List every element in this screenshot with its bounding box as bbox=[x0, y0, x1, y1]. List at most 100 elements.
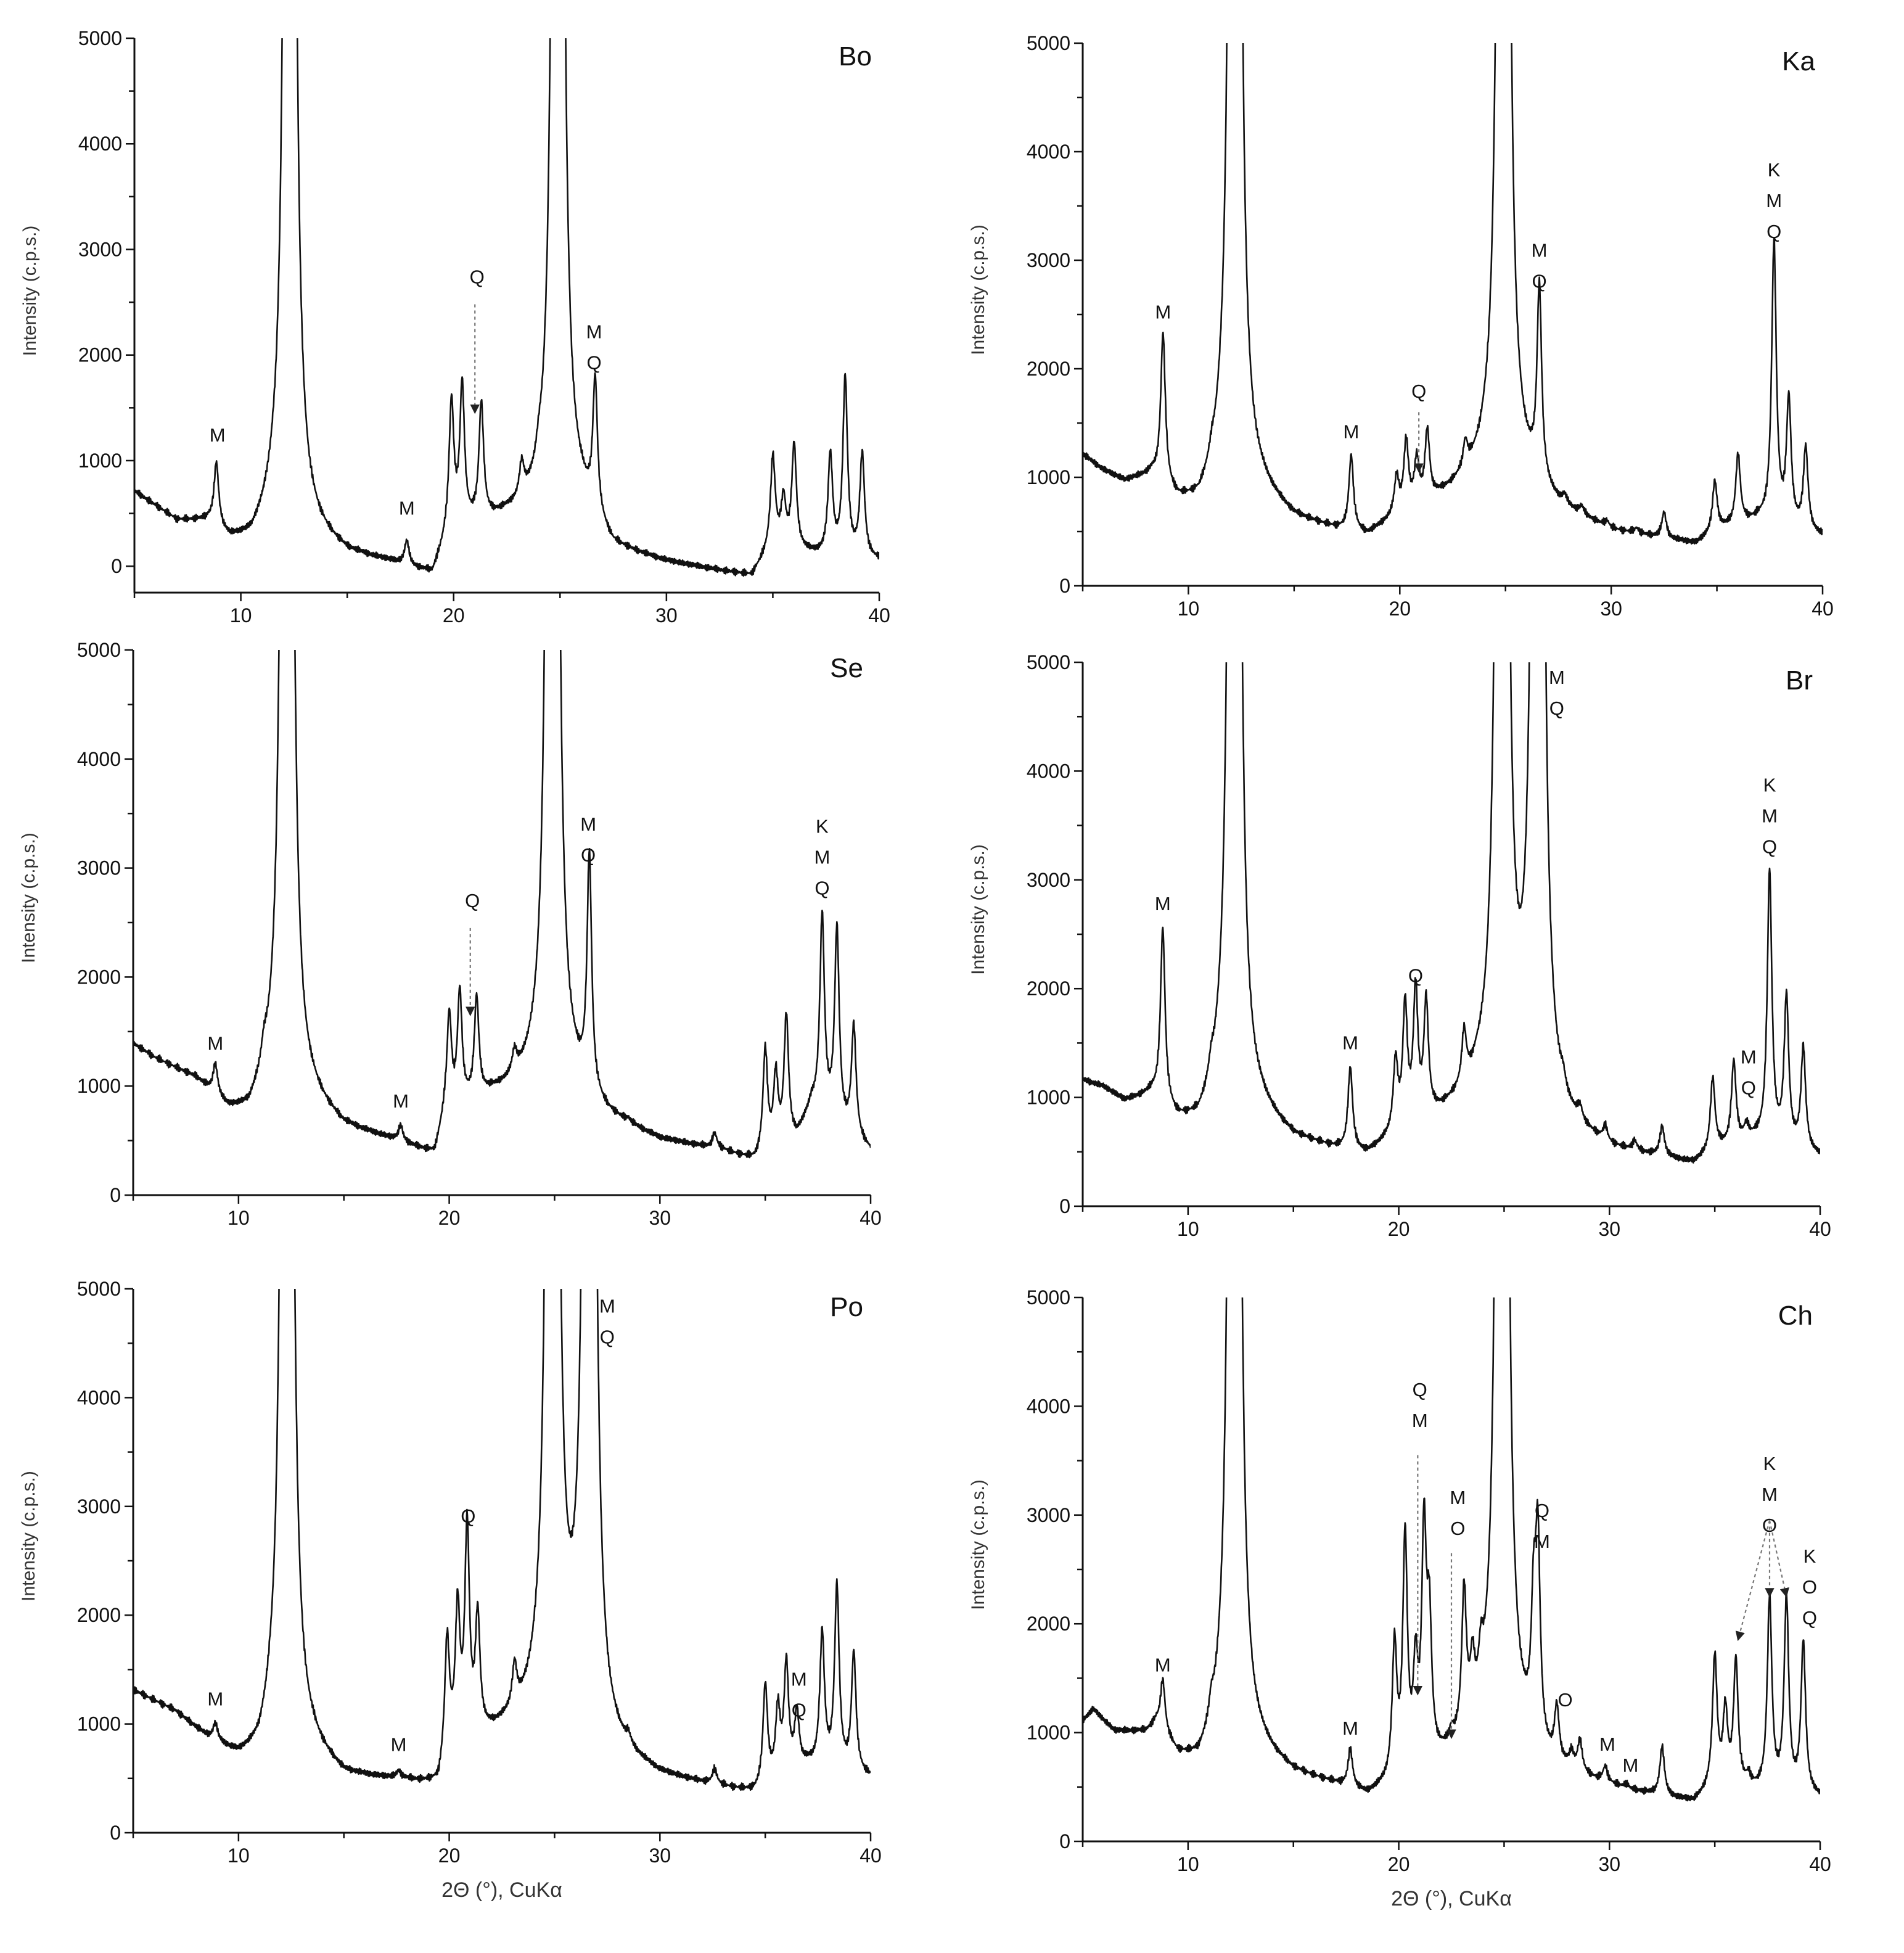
phase-label: M bbox=[207, 1032, 223, 1054]
x-tick-label: 10 bbox=[1177, 1218, 1199, 1240]
panel-ch: 10 20 30 40 0 1000 2000 3000 4000 5000 Intensity (… bbox=[968, 1286, 1831, 1910]
x-tick-label: 40 bbox=[860, 1207, 882, 1229]
panel-se: 10 20 30 40 0 1000 2000 3000 4000 5000 Intensity (… bbox=[18, 639, 882, 1229]
y-axis-label: Intensity (c.p.s.) bbox=[18, 1471, 39, 1601]
phase-label: M bbox=[580, 813, 596, 835]
x-tick-label: 10 bbox=[228, 1844, 250, 1867]
phase-label: M bbox=[1342, 1032, 1358, 1054]
y-tick-label: 5000 bbox=[77, 1278, 121, 1300]
y-tick-label: 3000 bbox=[1027, 1504, 1070, 1526]
y-tick-label: 0 bbox=[111, 555, 122, 577]
x-tick-label: 10 bbox=[228, 1207, 250, 1229]
phase-label: M bbox=[814, 847, 830, 868]
phase-label: K bbox=[1763, 1453, 1776, 1474]
x-tick-label: 20 bbox=[1388, 1853, 1410, 1875]
y-tick-label: 4000 bbox=[78, 133, 122, 155]
phase-label: M bbox=[391, 1733, 407, 1755]
y-axis-label: Intensity (c.p.s.) bbox=[968, 1479, 988, 1610]
y-tick-label: 3000 bbox=[78, 238, 122, 260]
y-tick-label: 3000 bbox=[77, 857, 121, 879]
y-tick-label: 3000 bbox=[1027, 249, 1070, 271]
diffraction-pattern-line bbox=[133, 1289, 871, 1791]
y-tick-label: 4000 bbox=[1027, 760, 1070, 782]
panel-title: Se bbox=[830, 653, 863, 683]
phase-label: M bbox=[1599, 1733, 1615, 1755]
x-tick-label: 30 bbox=[649, 1844, 671, 1867]
phase-label: K bbox=[1803, 1545, 1816, 1567]
phase-label: M bbox=[1534, 1531, 1550, 1552]
panel-title: Po bbox=[830, 1292, 863, 1322]
y-tick-label: 2000 bbox=[1027, 1613, 1070, 1635]
phase-label: M bbox=[1762, 805, 1778, 827]
y-tick-label: 1000 bbox=[77, 1075, 121, 1097]
y-tick-label: 2000 bbox=[77, 966, 121, 988]
x-tick-label: 40 bbox=[1809, 1218, 1831, 1240]
phase-label: Q bbox=[581, 844, 596, 866]
phase-label: M bbox=[393, 1090, 409, 1112]
y-tick-label: 0 bbox=[1059, 1830, 1070, 1852]
phase-label: Q bbox=[1762, 836, 1777, 858]
phase-label: O bbox=[1450, 1518, 1465, 1539]
y-tick-label: 2000 bbox=[78, 344, 122, 366]
y-tick-label: 1000 bbox=[78, 450, 122, 472]
phase-label: M bbox=[1342, 1717, 1358, 1739]
x-tick-label: 40 bbox=[1812, 598, 1834, 620]
y-axis-label: Intensity (c.p.s.) bbox=[18, 833, 39, 963]
phase-label: Q bbox=[1411, 380, 1426, 402]
y-tick-label: 4000 bbox=[77, 748, 121, 770]
phase-label: Q bbox=[465, 890, 480, 911]
phase-label: Q bbox=[1532, 270, 1547, 292]
phase-label: M bbox=[1549, 667, 1565, 688]
x-tick-label: 40 bbox=[868, 604, 890, 627]
phase-label: Q bbox=[1413, 1379, 1427, 1400]
diffraction-pattern-line bbox=[1083, 43, 1823, 545]
y-axis-label: Intensity (c.p.s.) bbox=[968, 844, 988, 975]
phase-label: Q bbox=[815, 878, 829, 899]
phase-label: M bbox=[399, 497, 415, 519]
y-tick-label: 5000 bbox=[1027, 32, 1070, 54]
diffraction-pattern-line bbox=[134, 38, 879, 577]
phase-label: Q bbox=[461, 1505, 475, 1527]
x-tick-label: 40 bbox=[860, 1844, 882, 1867]
y-tick-label: 0 bbox=[1059, 1195, 1070, 1217]
y-tick-label: 0 bbox=[110, 1184, 121, 1206]
y-tick-label: 4000 bbox=[1027, 1395, 1070, 1417]
phase-label: Q bbox=[1549, 697, 1564, 719]
phase-label: M bbox=[1155, 302, 1171, 323]
y-tick-label: 2000 bbox=[1027, 358, 1070, 380]
phase-label: M bbox=[1766, 190, 1782, 212]
phase-label: M bbox=[1623, 1754, 1639, 1776]
panel-title: Ch bbox=[1778, 1301, 1813, 1331]
y-tick-label: 1000 bbox=[1027, 466, 1070, 488]
y-tick-label: 1000 bbox=[77, 1713, 121, 1735]
phase-label: Q bbox=[600, 1326, 615, 1347]
y-tick-label: 1000 bbox=[1027, 1722, 1070, 1744]
x-tick-label: 10 bbox=[1177, 1853, 1199, 1875]
y-tick-label: 3000 bbox=[1027, 869, 1070, 891]
phase-label: M bbox=[1155, 1654, 1171, 1675]
phase-label: M bbox=[791, 1669, 807, 1690]
x-axis-label: 2Θ (°), CuKα bbox=[1391, 1887, 1512, 1910]
phase-label: M bbox=[1450, 1487, 1466, 1508]
y-tick-label: 4000 bbox=[77, 1386, 121, 1408]
panel-ka: 10 20 30 40 0 1000 2000 3000 4000 5000 Intensity (… bbox=[968, 32, 1834, 620]
diffraction-pattern-line bbox=[133, 650, 871, 1159]
phase-label: O bbox=[1762, 1515, 1777, 1536]
y-tick-label: 2000 bbox=[1027, 977, 1070, 1000]
x-tick-label: 10 bbox=[1178, 598, 1200, 620]
x-tick-label: 20 bbox=[1388, 1218, 1410, 1240]
panel-br: 10 20 30 40 0 1000 2000 3000 4000 5000 Intensity (… bbox=[968, 651, 1831, 1240]
x-tick-label: 40 bbox=[1809, 1853, 1831, 1875]
phase-label: O bbox=[1557, 1689, 1572, 1711]
y-axis-label: Intensity (c.p.s.) bbox=[968, 224, 988, 355]
x-tick-label: 30 bbox=[1598, 1218, 1620, 1240]
x-tick-label: 20 bbox=[438, 1207, 461, 1229]
phase-label: Q bbox=[470, 266, 485, 287]
x-tick-label: 30 bbox=[1598, 1853, 1620, 1875]
panel-po: 10 20 30 40 0 1000 2000 3000 4000 5000 Intensity (… bbox=[18, 1278, 882, 1902]
diffraction-pattern-line bbox=[1083, 662, 1820, 1164]
phase-label: M bbox=[207, 1688, 223, 1709]
phase-label: M bbox=[1762, 1484, 1778, 1505]
x-tick-label: 30 bbox=[655, 604, 678, 627]
